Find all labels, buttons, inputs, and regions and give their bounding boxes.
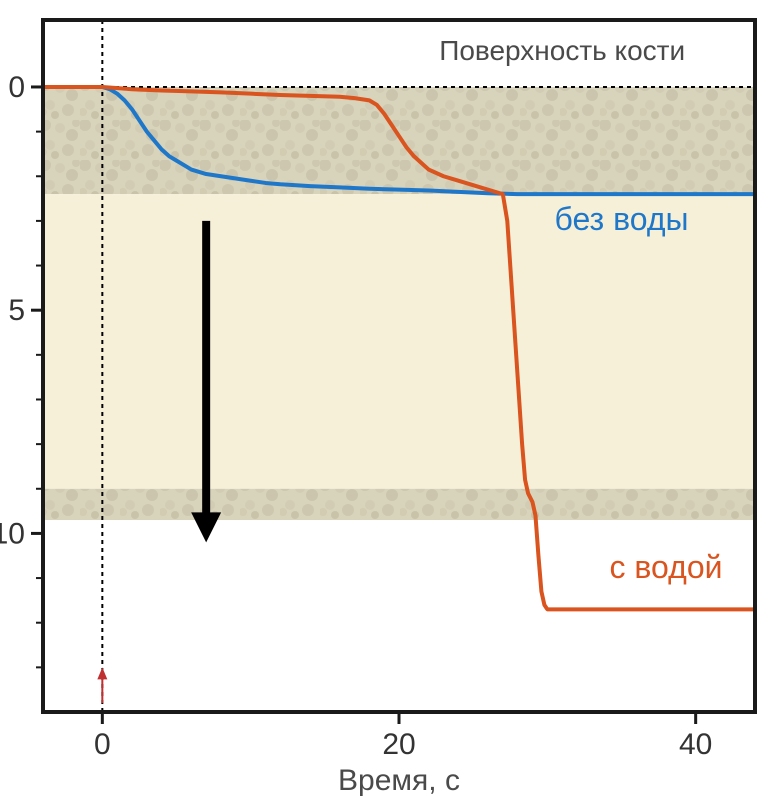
- x-tick-label: 20: [382, 728, 415, 761]
- y-tick-label: 10: [0, 517, 25, 550]
- annotation-label: с водой: [610, 549, 723, 585]
- chart-svg: Поверхность кости без воды с водой 0 20 40 0 5 1…: [0, 0, 772, 804]
- y-tick-label: 0: [8, 71, 25, 104]
- x-tick-label: 40: [679, 728, 712, 761]
- annotation-label: без воды: [554, 201, 688, 237]
- annotation-label: Поверхность кости: [439, 35, 685, 66]
- x-axis-label: Время, с: [338, 764, 460, 797]
- chart-container: Поверхность кости без воды с водой 0 20 40 0 5 1…: [0, 0, 772, 804]
- y-tick-label: 5: [8, 294, 25, 327]
- x-tick-label: 0: [94, 728, 111, 761]
